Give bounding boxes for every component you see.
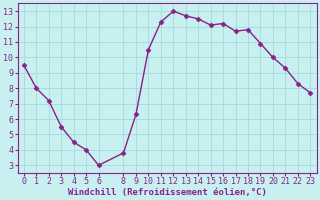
X-axis label: Windchill (Refroidissement éolien,°C): Windchill (Refroidissement éolien,°C) [68, 188, 267, 197]
